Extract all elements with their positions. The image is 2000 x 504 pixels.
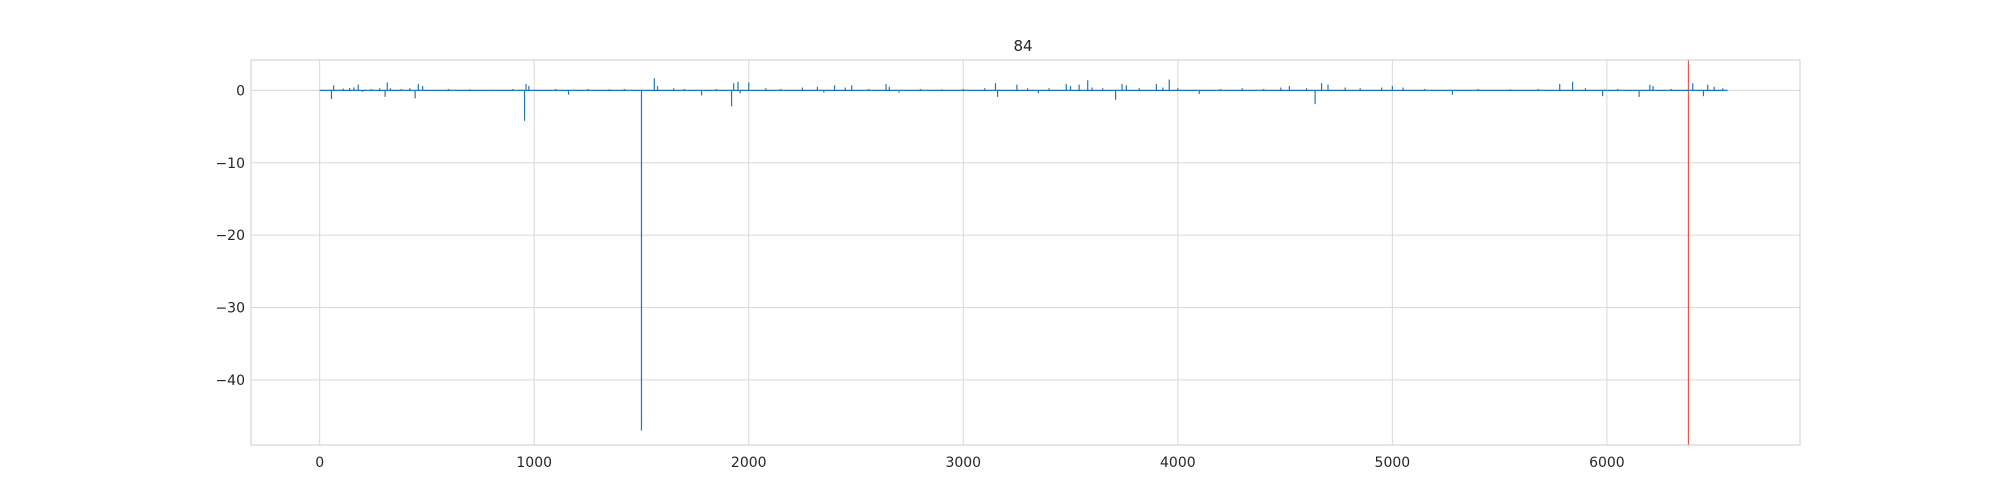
plot-frame — [250, 59, 1801, 446]
x-tick-labels: 0 1000 2000 3000 4000 5000 6000 — [315, 455, 1625, 471]
grid-layer — [251, 60, 1800, 445]
x-tick-label: 5000 — [1375, 455, 1411, 471]
y-tick-label: −10 — [215, 156, 245, 172]
x-tick-label: 3000 — [945, 455, 981, 471]
y-tick-label: −20 — [215, 228, 245, 244]
x-tick-label: 2000 — [731, 455, 767, 471]
x-tick-label: 6000 — [1589, 455, 1625, 471]
y-tick-label: −40 — [215, 373, 245, 389]
x-tick-label: 0 — [315, 455, 324, 471]
x-tick-label: 1000 — [516, 455, 552, 471]
x-tick-label: 4000 — [1160, 455, 1196, 471]
y-tick-labels: 0 −10 −20 −30 −40 — [215, 83, 245, 388]
series-layer — [319, 78, 1728, 431]
chart-title: 84 — [1013, 37, 1032, 55]
y-tick-label: 0 — [236, 83, 245, 99]
y-tick-label: −30 — [215, 301, 245, 317]
